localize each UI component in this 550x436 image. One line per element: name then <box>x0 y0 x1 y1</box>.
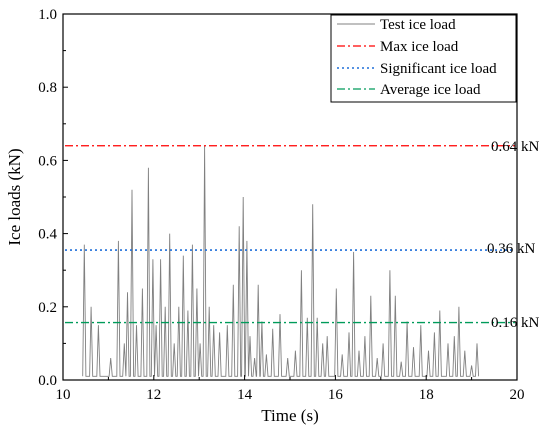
x-tick-label: 18 <box>419 387 434 403</box>
x-tick-label: 10 <box>56 387 71 403</box>
legend-label-test-ice-load: Test ice load <box>380 17 456 33</box>
y-tick-label: 1.0 <box>38 7 57 23</box>
significant-ice-load-value-label: 0.36 kN <box>487 241 536 257</box>
x-tick-label: 20 <box>510 387 525 403</box>
y-axis: 0.0 0.2 0.4 0.6 0.8 1.0 <box>38 7 68 389</box>
reference-lines <box>65 145 515 324</box>
x-tick-label: 16 <box>328 387 344 403</box>
x-axis-title: Time (s) <box>261 406 318 425</box>
average-ice-load-value-label: 0.16 kN <box>491 315 540 331</box>
x-tick-label: 14 <box>237 387 253 403</box>
x-tick-label: 12 <box>146 387 161 403</box>
y-tick-label: 0.2 <box>38 300 57 316</box>
max-ice-load-value-label: 0.64 kN <box>491 139 540 155</box>
y-axis-title: Ice loads (kN) <box>5 148 24 245</box>
y-tick-label: 0.8 <box>38 80 57 96</box>
legend-label-significant-ice-load: Significant ice load <box>380 61 497 77</box>
y-tick-label: 0.6 <box>38 153 57 169</box>
legend: Test ice load Max ice load Significant i… <box>330 14 517 103</box>
legend-label-average-ice-load: Average ice load <box>380 82 481 98</box>
test-ice-load-series <box>82 145 480 377</box>
x-axis: 10 12 14 16 18 20 <box>56 375 525 403</box>
legend-label-max-ice-load: Max ice load <box>380 39 459 55</box>
y-tick-label: 0.0 <box>38 373 57 389</box>
y-tick-label: 0.4 <box>38 227 57 243</box>
legend-box <box>330 14 517 103</box>
test-ice-load-trace <box>82 145 480 377</box>
